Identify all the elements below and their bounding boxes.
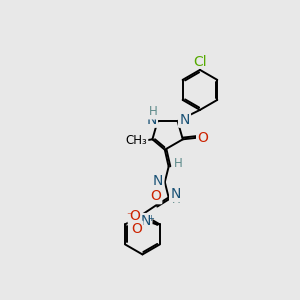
Text: O: O	[150, 189, 161, 203]
Text: O: O	[129, 209, 140, 223]
Text: N: N	[141, 214, 151, 228]
Text: Cl: Cl	[193, 55, 207, 69]
Text: H: H	[149, 105, 158, 118]
Text: N: N	[153, 174, 163, 188]
Text: O: O	[131, 222, 142, 236]
Text: ⁻: ⁻	[126, 212, 132, 222]
Text: N: N	[170, 187, 181, 201]
Text: N: N	[179, 112, 190, 127]
Text: +: +	[147, 214, 154, 223]
Text: H: H	[172, 193, 181, 206]
Text: CH₃: CH₃	[125, 134, 147, 147]
Text: N: N	[146, 112, 157, 127]
Text: H: H	[173, 157, 182, 170]
Text: O: O	[197, 131, 208, 145]
